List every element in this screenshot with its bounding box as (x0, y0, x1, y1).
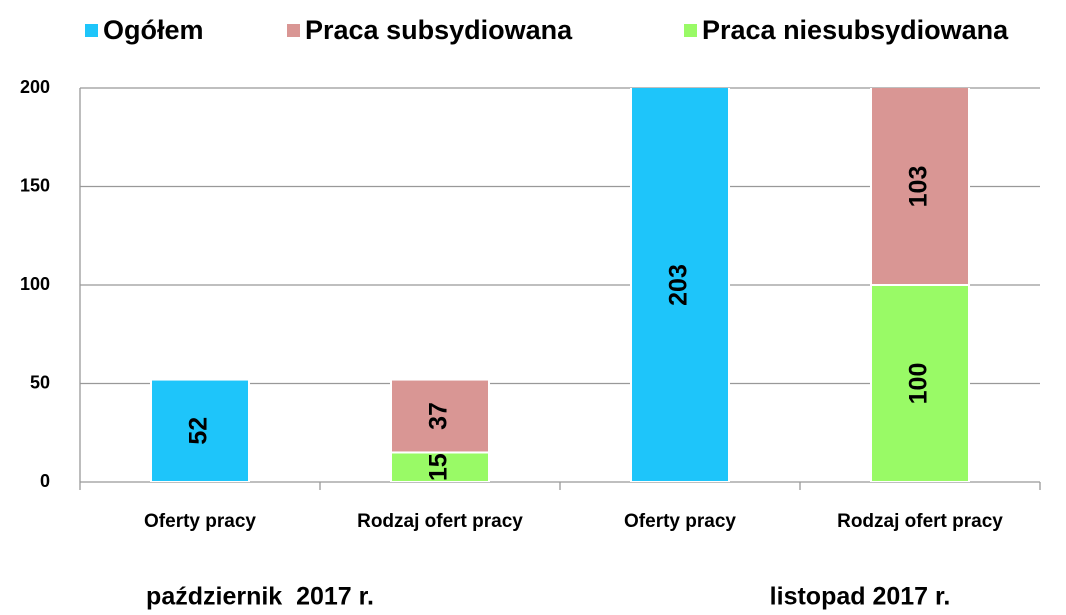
legend-swatch (287, 24, 300, 37)
data-label: 15 (425, 453, 453, 481)
data-label: 203 (665, 264, 693, 306)
y-tick-label: 100 (20, 274, 50, 294)
bar-segment (870, 284, 970, 482)
legend-label: Ogółem (103, 15, 204, 45)
bar-segment (150, 378, 250, 482)
bar-segment (390, 378, 490, 454)
data-label: 37 (425, 402, 453, 430)
bar-segment (390, 451, 490, 482)
data-label: 52 (185, 417, 213, 445)
y-tick-label: 150 (20, 175, 50, 195)
y-tick-label: 50 (30, 372, 50, 392)
bar-segment (630, 88, 730, 482)
y-tick-label: 0 (40, 471, 50, 491)
group-label: listopad 2017 r. (770, 583, 951, 611)
x-tick-label: Rodzaj ofert pracy (837, 511, 1003, 532)
x-tick-label: Oferty pracy (624, 511, 736, 532)
data-label: 103 (905, 166, 933, 208)
bar-segment (870, 88, 970, 286)
legend-swatch (85, 24, 98, 37)
group-label: październik 2017 r. (146, 583, 374, 611)
plot-area (150, 88, 970, 482)
y-tick-label: 200 (20, 77, 50, 97)
legend-label: Praca subsydiowana (305, 15, 573, 45)
data-label: 100 (905, 363, 933, 405)
x-tick-label: Oferty pracy (144, 511, 256, 532)
x-tick-label: Rodzaj ofert pracy (357, 511, 523, 532)
legend-swatch (684, 24, 697, 37)
legend-label: Praca niesubsydiowana (702, 15, 1009, 45)
